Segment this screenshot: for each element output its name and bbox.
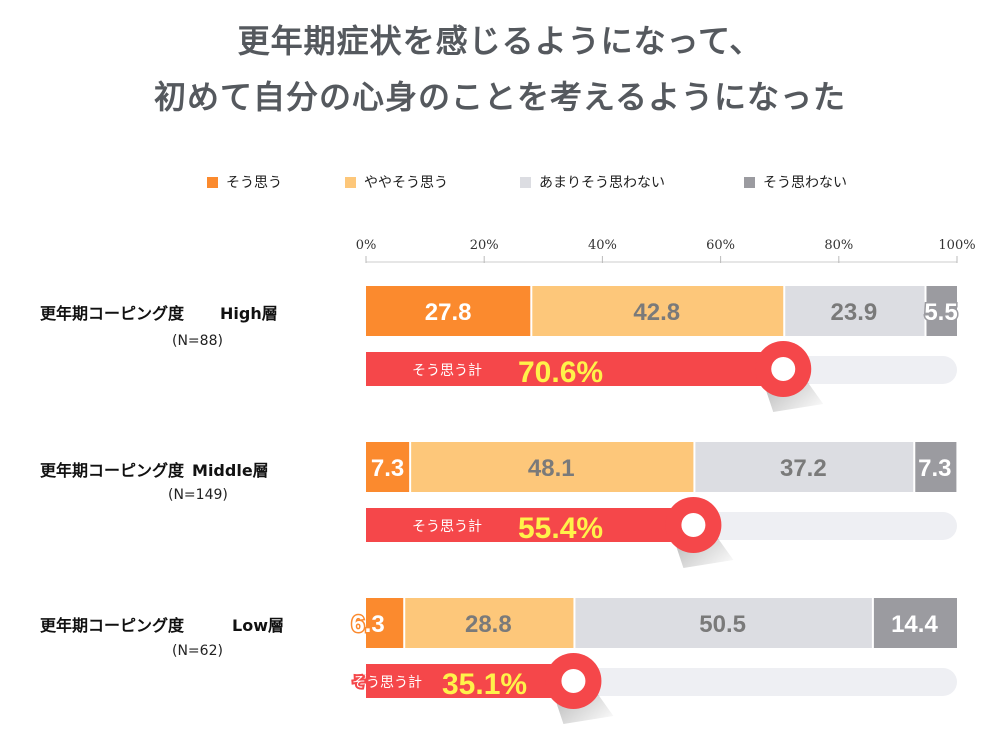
x-tick-label: 60%: [706, 238, 735, 253]
bar-segment: [405, 598, 574, 648]
data-label: 37.2: [780, 455, 827, 482]
bar-segment: [532, 286, 784, 336]
total-label: そう思う計: [352, 675, 422, 691]
total-label: そう思う計: [412, 363, 482, 379]
total-knob-center: [681, 513, 706, 537]
bar-segment: [926, 286, 957, 336]
total-value: 55.4%: [518, 512, 603, 545]
bar-segment: [915, 442, 957, 492]
total-value: 70.6%: [518, 356, 603, 389]
chart-title-line2: 初めて自分の心身のことを考えるようになった: [153, 78, 847, 116]
chart-title-line1: 更年期症状を感じるようになって、: [237, 22, 763, 60]
row-n-low: (N=62): [172, 643, 223, 659]
x-tick-label: 80%: [824, 238, 853, 253]
data-label: 23.9: [831, 299, 878, 326]
legend-swatch: [520, 176, 531, 188]
bar-segment: [695, 442, 914, 492]
data-label: 27.8: [425, 299, 472, 326]
bar-segment: [575, 598, 872, 648]
total-knob-center: [771, 357, 796, 381]
row-n-high: (N=88): [172, 333, 223, 349]
row-label-high: 更年期コーピング度 High層: [40, 304, 278, 323]
data-label: 48.1: [528, 455, 575, 482]
total-label: そう思う計: [412, 519, 482, 535]
legend-item-somewhat-agree: ややそう思う: [345, 172, 448, 192]
bar-segment: [411, 442, 694, 492]
data-label: 6.3: [351, 611, 384, 638]
legend-swatch: [744, 176, 755, 188]
bar-segment: [366, 442, 410, 492]
legend-swatch: [345, 176, 356, 188]
legend-item-somewhat-disagree: あまりそう思わない: [520, 172, 665, 192]
data-label: 28.8: [465, 611, 512, 638]
total-knob-center: [561, 669, 586, 693]
data-label: 42.8: [633, 299, 680, 326]
row-label-middle: 更年期コーピング度 Middle層: [40, 461, 269, 480]
data-label: 5.5: [924, 299, 957, 326]
data-label: 14.4: [891, 611, 938, 638]
x-tick-label: 20%: [470, 238, 499, 253]
bar-segment: [785, 286, 925, 336]
legend-label: ややそう思う: [364, 175, 448, 191]
legend-swatch: [207, 176, 218, 188]
row-n-middle: (N=149): [168, 487, 228, 503]
legend-label: あまりそう思わない: [539, 175, 665, 191]
bar-segment: [366, 286, 531, 336]
bar-segment: [366, 598, 404, 648]
row-label-low: 更年期コーピング度 Low層: [40, 616, 284, 635]
total-value: 35.1%: [442, 668, 527, 701]
bar-segment: [873, 598, 957, 648]
x-tick-label: 40%: [588, 238, 617, 253]
data-label: 7.3: [371, 455, 404, 482]
x-tick-label: 0%: [356, 238, 377, 253]
data-label: 7.3: [918, 455, 951, 482]
data-label: 50.5: [699, 611, 746, 638]
total-bar: [366, 352, 784, 386]
legend-item-disagree: そう思わない: [744, 172, 847, 192]
total-bar: [366, 508, 694, 542]
legend-item-agree: そう思う: [207, 172, 282, 192]
total-bar: [366, 664, 574, 698]
x-tick-label: 100%: [938, 238, 975, 253]
legend-label: そう思う: [226, 175, 282, 191]
legend-label: そう思わない: [763, 175, 847, 191]
